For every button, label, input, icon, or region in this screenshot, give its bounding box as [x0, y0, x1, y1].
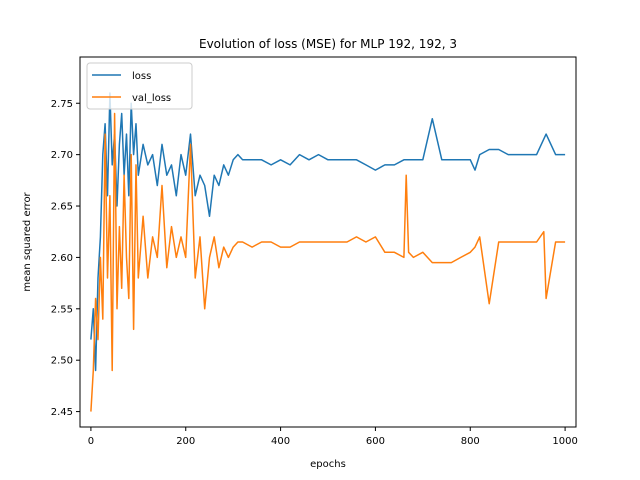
- y-tick-label: 2.75: [51, 99, 73, 110]
- y-tick-label: 2.50: [51, 356, 73, 367]
- x-axis-label: epochs: [310, 459, 346, 470]
- y-tick-label: 2.55: [51, 304, 73, 315]
- y-tick-label: 2.70: [51, 150, 73, 161]
- series-line-loss: [90, 92, 566, 372]
- y-tick-label: 2.60: [51, 253, 73, 264]
- y-tick-label: 2.65: [51, 202, 73, 213]
- plot-lines: [90, 92, 566, 412]
- legend-label-loss: loss: [132, 71, 151, 82]
- x-tick-label: 1000: [552, 436, 577, 447]
- plot-frame: [79, 56, 577, 428]
- x-tick-label: 0: [88, 436, 94, 447]
- x-tick-label: 600: [366, 436, 385, 447]
- x-tick-label: 800: [461, 436, 480, 447]
- y-tick-label: 2.45: [51, 407, 73, 418]
- series-line-val-loss: [90, 112, 566, 412]
- y-axis-label: mean squared error: [22, 191, 33, 291]
- x-axis: 0 200 400 600 800 1000: [88, 427, 578, 447]
- legend-label-val-loss: val_loss: [132, 93, 171, 104]
- x-tick-label: 200: [176, 436, 195, 447]
- x-tick-label: 400: [271, 436, 290, 447]
- legend: loss val_loss: [86, 62, 193, 110]
- chart-title: Evolution of loss (MSE) for MLP 192, 192…: [199, 37, 457, 51]
- y-axis: 2.45 2.50 2.55 2.60 2.65 2.70 2.75: [51, 99, 80, 418]
